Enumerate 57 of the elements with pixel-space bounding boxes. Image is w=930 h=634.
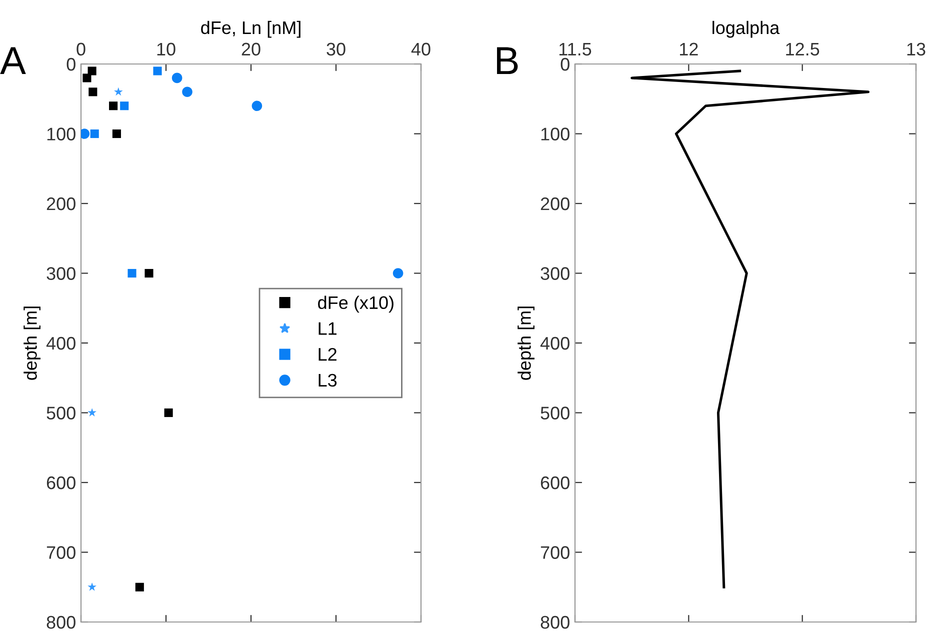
point	[182, 86, 192, 98]
y-tick-label: 300	[46, 267, 76, 280]
point	[153, 66, 162, 76]
y-tick-label: 200	[540, 197, 570, 210]
point	[109, 102, 118, 110]
x-tick-label: 40	[411, 42, 430, 56]
point	[112, 129, 121, 138]
y-axis-title: depth [m]	[518, 306, 534, 380]
point	[392, 268, 404, 278]
y-tick-label: 400	[540, 336, 570, 350]
y-tick-label: 300	[540, 267, 570, 280]
x-tick-label: 20	[242, 42, 260, 56]
legend-label: L3	[318, 374, 337, 387]
point	[90, 129, 99, 138]
y-tick-label: 700	[46, 546, 76, 559]
point	[88, 408, 96, 417]
x-tick-label: 0	[76, 42, 86, 56]
point	[144, 268, 154, 278]
y-tick-label: 0	[66, 58, 76, 71]
y-tick-label: 800	[540, 616, 570, 629]
x-tick-label: 13	[907, 42, 926, 56]
x-tick-label: 12.5	[786, 42, 820, 56]
y-tick-label: 500	[46, 406, 76, 420]
x-tick-label: 30	[326, 42, 346, 56]
line-series	[630, 70, 870, 588]
text: B	[497, 47, 518, 74]
y-tick-label: 200	[46, 197, 76, 210]
point	[135, 582, 144, 592]
y-axis-title: depth [m]	[24, 306, 40, 380]
y-tick-label: 700	[540, 546, 570, 559]
y-tick-label: 800	[46, 616, 76, 629]
x-tick-label: 12	[680, 42, 698, 56]
x-tick-label: 11.5	[559, 42, 592, 56]
point	[252, 100, 262, 111]
point	[128, 268, 136, 278]
y-tick-label: 0	[560, 58, 570, 71]
x-tick-label: 10	[157, 42, 176, 56]
text: A	[0, 47, 26, 74]
point	[88, 582, 96, 591]
point	[88, 66, 96, 76]
y-tick-label: 400	[46, 336, 76, 350]
point	[82, 74, 92, 82]
legend-label: dFe (x10)	[318, 296, 394, 313]
y-tick-label: 500	[540, 406, 570, 420]
point	[172, 72, 182, 84]
y-tick-label: 100	[541, 128, 570, 140]
y-tick-label: 600	[540, 476, 570, 490]
legend-label: L2	[318, 348, 336, 361]
y-tick-label: 100	[47, 128, 76, 140]
point	[114, 87, 123, 96]
y-tick-label: 600	[46, 476, 76, 490]
point	[88, 88, 98, 96]
x-axis-title: logalpha	[712, 20, 780, 38]
point	[120, 102, 129, 110]
x-axis-title: dFe, Ln [nM]	[201, 20, 300, 38]
point	[164, 408, 173, 418]
legend-label: L1	[318, 322, 336, 335]
